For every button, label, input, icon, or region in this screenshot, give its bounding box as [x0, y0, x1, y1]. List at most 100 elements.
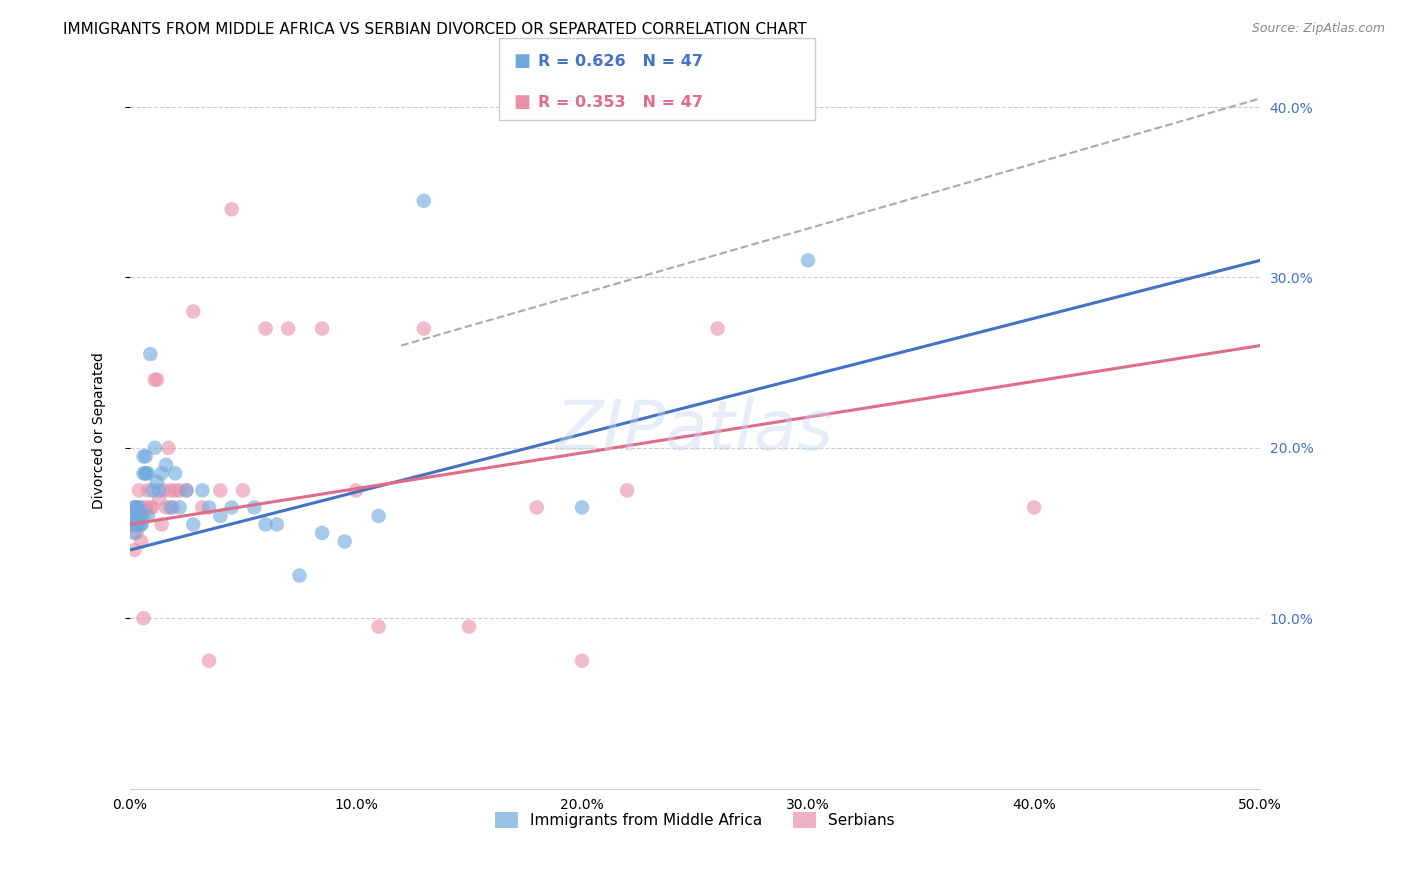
Point [254, 517, 277, 532]
Point [135, 467, 157, 481]
Point [254, 321, 277, 335]
Point [136, 508, 159, 523]
Point [128, 500, 150, 515]
Point [128, 508, 150, 523]
Point [129, 500, 152, 515]
Point [412, 194, 434, 208]
Point [128, 508, 150, 523]
Point [176, 483, 198, 498]
Point [121, 517, 143, 532]
Point [288, 568, 311, 582]
Point [311, 526, 333, 541]
Point [143, 441, 166, 455]
Point [797, 253, 820, 268]
Point [266, 517, 288, 532]
Point [125, 508, 148, 523]
Point [243, 500, 266, 515]
Point [139, 500, 162, 515]
Point [412, 321, 434, 335]
Point [150, 467, 173, 481]
Point [232, 483, 254, 498]
Point [132, 611, 155, 625]
Point [148, 491, 170, 506]
Point [155, 458, 177, 472]
Point [129, 508, 152, 523]
Point [181, 517, 204, 532]
Point [141, 500, 163, 515]
Point [571, 654, 593, 668]
Point [129, 517, 152, 532]
Point [198, 654, 221, 668]
Point [125, 526, 148, 541]
Point [191, 500, 214, 515]
Point [141, 483, 163, 498]
Point [121, 508, 143, 523]
Point [124, 543, 146, 558]
Point [1022, 500, 1045, 515]
Text: ZIPatlas: ZIPatlas [555, 397, 834, 464]
Point [143, 373, 166, 387]
Point [191, 483, 214, 498]
Point [124, 526, 146, 541]
Point [146, 373, 169, 387]
Point [125, 500, 148, 515]
Point [146, 475, 169, 489]
Point [181, 304, 204, 318]
Point [135, 500, 157, 515]
Text: ■: ■ [513, 94, 530, 112]
Point [311, 321, 333, 335]
Point [209, 508, 232, 523]
Point [367, 620, 389, 634]
Point [571, 500, 593, 515]
Point [159, 500, 181, 515]
Point [150, 517, 173, 532]
Text: R = 0.626   N = 47: R = 0.626 N = 47 [538, 54, 703, 69]
Point [277, 321, 299, 335]
Point [128, 483, 150, 498]
Point [136, 467, 159, 481]
Point [125, 517, 148, 532]
Point [124, 500, 146, 515]
Point [458, 620, 481, 634]
Point [176, 483, 198, 498]
Text: R = 0.353   N = 47: R = 0.353 N = 47 [538, 95, 703, 110]
Point [526, 500, 548, 515]
Point [124, 500, 146, 515]
Point [198, 500, 221, 515]
Text: IMMIGRANTS FROM MIDDLE AFRICA VS SERBIAN DIVORCED OR SEPARATED CORRELATION CHART: IMMIGRANTS FROM MIDDLE AFRICA VS SERBIAN… [63, 22, 807, 37]
Point [135, 450, 157, 464]
Point [129, 517, 152, 532]
Point [616, 483, 638, 498]
Text: Source: ZipAtlas.com: Source: ZipAtlas.com [1251, 22, 1385, 36]
Point [135, 467, 157, 481]
Point [367, 508, 389, 523]
Point [132, 508, 155, 523]
Point [139, 347, 162, 361]
Point [132, 467, 155, 481]
Point [136, 483, 159, 498]
Point [153, 483, 176, 498]
Point [159, 483, 181, 498]
Point [221, 202, 243, 217]
Point [121, 508, 143, 523]
Point [124, 517, 146, 532]
Point [169, 483, 191, 498]
Point [155, 500, 177, 515]
Point [125, 500, 148, 515]
Point [169, 500, 191, 515]
Point [128, 517, 150, 532]
Point [121, 517, 143, 532]
Legend: Immigrants from Middle Africa, Serbians: Immigrants from Middle Africa, Serbians [489, 806, 901, 835]
Y-axis label: Divorced or Separated: Divorced or Separated [93, 352, 107, 509]
Point [706, 321, 728, 335]
Point [132, 450, 155, 464]
Point [148, 483, 170, 498]
Point [125, 508, 148, 523]
Point [344, 483, 367, 498]
Point [162, 500, 184, 515]
Point [221, 500, 243, 515]
Point [165, 483, 187, 498]
Point [165, 467, 187, 481]
Point [129, 534, 152, 549]
Text: ■: ■ [513, 53, 530, 70]
